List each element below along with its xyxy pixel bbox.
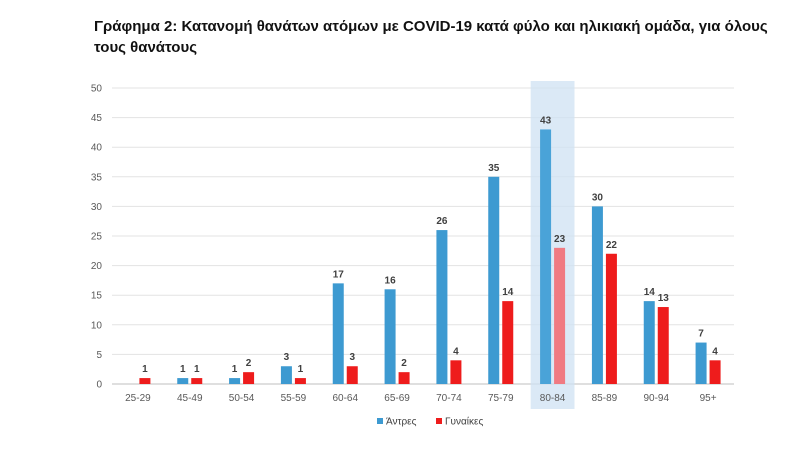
y-tick-label: 5 (96, 350, 102, 361)
x-tick-label: 55-59 (281, 393, 307, 404)
legend-label: Άντρες (386, 417, 417, 428)
data-label: 4 (453, 346, 459, 357)
data-label: 1 (142, 364, 148, 375)
data-label: 4 (712, 346, 718, 357)
data-label: 1 (194, 364, 200, 375)
y-tick-label: 30 (91, 202, 103, 213)
y-tick-label: 50 (91, 84, 103, 95)
legend-swatch (377, 418, 383, 424)
data-label: 1 (180, 364, 186, 375)
legend-swatch (436, 418, 442, 424)
bar-men-55-59 (280, 366, 292, 384)
bar-women-70-74 (450, 360, 462, 384)
data-label: 3 (349, 352, 355, 363)
x-tick-label: 25-29 (125, 393, 151, 404)
y-axis: 0 5 10 15 20 25 30 35 40 45 50 (91, 84, 103, 391)
data-label: 22 (606, 240, 618, 251)
y-tick-label: 40 (91, 143, 103, 154)
bar-women-45-49 (191, 378, 203, 384)
x-tick-label: 75-79 (488, 393, 514, 404)
bar-women-25-29 (139, 378, 151, 384)
x-tick-label: 70-74 (436, 393, 462, 404)
bar-men-60-64 (332, 283, 344, 384)
data-label: 2 (401, 358, 407, 369)
data-label: 16 (385, 275, 397, 286)
chart-title: Γράφημα 2: Κατανομή θανάτων ατόμων με CO… (94, 18, 768, 56)
y-tick-label: 0 (96, 380, 102, 391)
x-tick-label: 95+ (700, 393, 717, 404)
data-label: 17 (333, 269, 345, 280)
data-label: 23 (554, 234, 566, 245)
x-tick-label: 80-84 (540, 393, 566, 404)
y-tick-label: 15 (91, 291, 103, 302)
gridlines (112, 87, 734, 385)
highlight-band (530, 81, 575, 409)
bar-women-95+ (709, 360, 721, 384)
x-tick-label: 45-49 (177, 393, 203, 404)
x-tick-label: 90-94 (643, 393, 669, 404)
bar-men-75-79 (488, 176, 500, 384)
legend-label: Γυναίκες (445, 416, 483, 428)
x-tick-label: 50-54 (229, 393, 255, 404)
bar-women-50-54 (243, 372, 255, 384)
data-label: 14 (644, 287, 656, 298)
bar-women-55-59 (294, 378, 306, 384)
bar-women-75-79 (502, 301, 514, 384)
data-label: 14 (502, 287, 514, 298)
data-label: 35 (488, 163, 500, 174)
highlight-band-rect (530, 81, 575, 409)
y-tick-label: 10 (91, 320, 103, 331)
data-label: 43 (540, 115, 552, 126)
data-label: 30 (592, 192, 604, 203)
bar-men-85-89 (591, 206, 603, 384)
data-label: 1 (232, 364, 238, 375)
bars (139, 129, 721, 384)
bar-men-50-54 (229, 378, 241, 384)
bar-men-65-69 (384, 289, 396, 384)
x-axis: 25-29 45-49 50-54 55-59 60-64 65-69 70-74 75-79… (125, 393, 717, 404)
bar-women-80-84 (554, 247, 566, 384)
data-label: 2 (246, 358, 252, 369)
bar-women-65-69 (398, 372, 410, 384)
bar-men-90-94 (643, 301, 655, 384)
x-tick-label: 85-89 (592, 393, 618, 404)
y-tick-label: 35 (91, 172, 103, 183)
bar-women-90-94 (657, 307, 669, 384)
bar-women-85-89 (605, 253, 617, 384)
data-label: 26 (436, 216, 448, 227)
y-tick-label: 45 (91, 113, 103, 124)
bar-men-45-49 (177, 378, 189, 384)
bar-women-60-64 (346, 366, 358, 384)
x-tick-label: 60-64 (332, 393, 358, 404)
data-label: 7 (698, 329, 704, 340)
y-tick-label: 25 (91, 232, 103, 243)
bar-men-80-84 (540, 129, 552, 384)
y-tick-label: 20 (91, 261, 103, 272)
data-label: 13 (658, 293, 670, 304)
legend: Άντρες Γυναίκες (377, 416, 483, 428)
x-tick-label: 65-69 (384, 393, 410, 404)
bar-men-70-74 (436, 230, 448, 384)
data-label: 3 (284, 352, 290, 363)
data-label: 1 (298, 364, 304, 375)
bar-men-95+ (695, 342, 707, 384)
